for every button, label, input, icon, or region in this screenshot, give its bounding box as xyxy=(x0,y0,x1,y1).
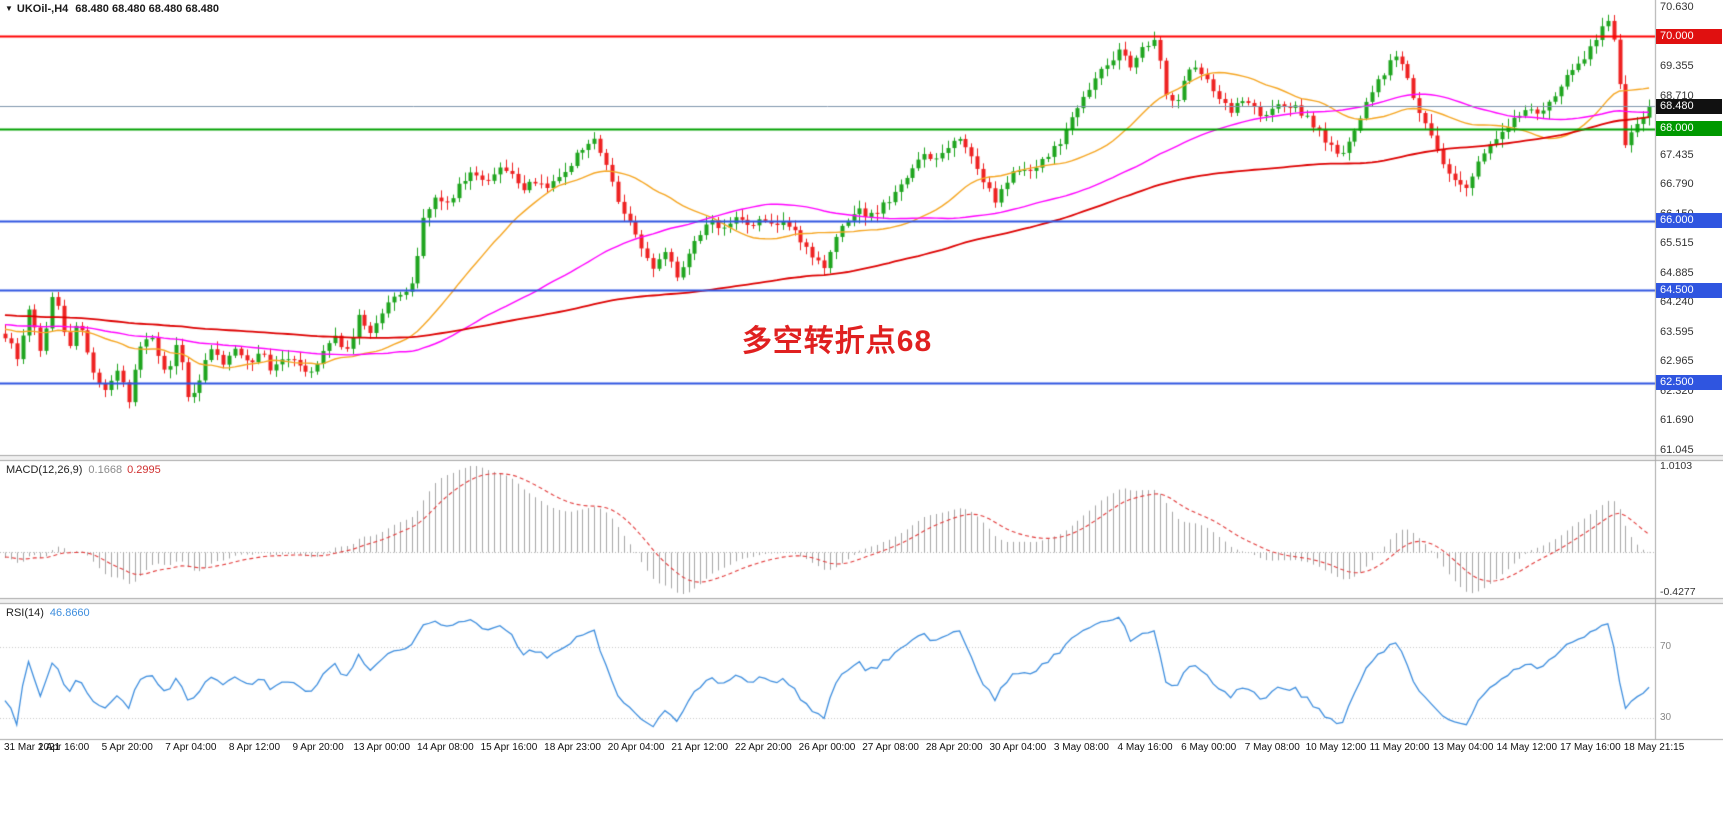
chart-annotation[interactable]: 多空转折点68 xyxy=(741,325,933,358)
symbol-info: ▼ UKOil-,H4 68.480 68.480 68.480 68.480 xyxy=(5,3,219,15)
macd-name: MACD(12,26,9) xyxy=(6,464,83,476)
rsi-value: 46.8660 xyxy=(49,607,90,619)
macd-axis-min: -0.4277 xyxy=(1660,586,1696,598)
macd-main-value: 0.1668 xyxy=(88,464,123,476)
macd-indicator-label: MACD(12,26,9) 0.1668 0.2995 xyxy=(6,464,161,476)
rsi-name: RSI(14) xyxy=(6,607,44,619)
symbol-name: UKOil-,H4 xyxy=(16,3,69,15)
symbol-ohlc-values: 68.480 68.480 68.480 68.480 xyxy=(75,3,220,15)
macd-axis-max: 1.0103 xyxy=(1660,460,1693,472)
rsi-indicator-label: RSI(14) 46.8660 xyxy=(6,607,90,619)
collapse-triangle-icon[interactable]: ▼ xyxy=(5,4,13,13)
macd-signal-value: 0.2995 xyxy=(127,464,161,476)
